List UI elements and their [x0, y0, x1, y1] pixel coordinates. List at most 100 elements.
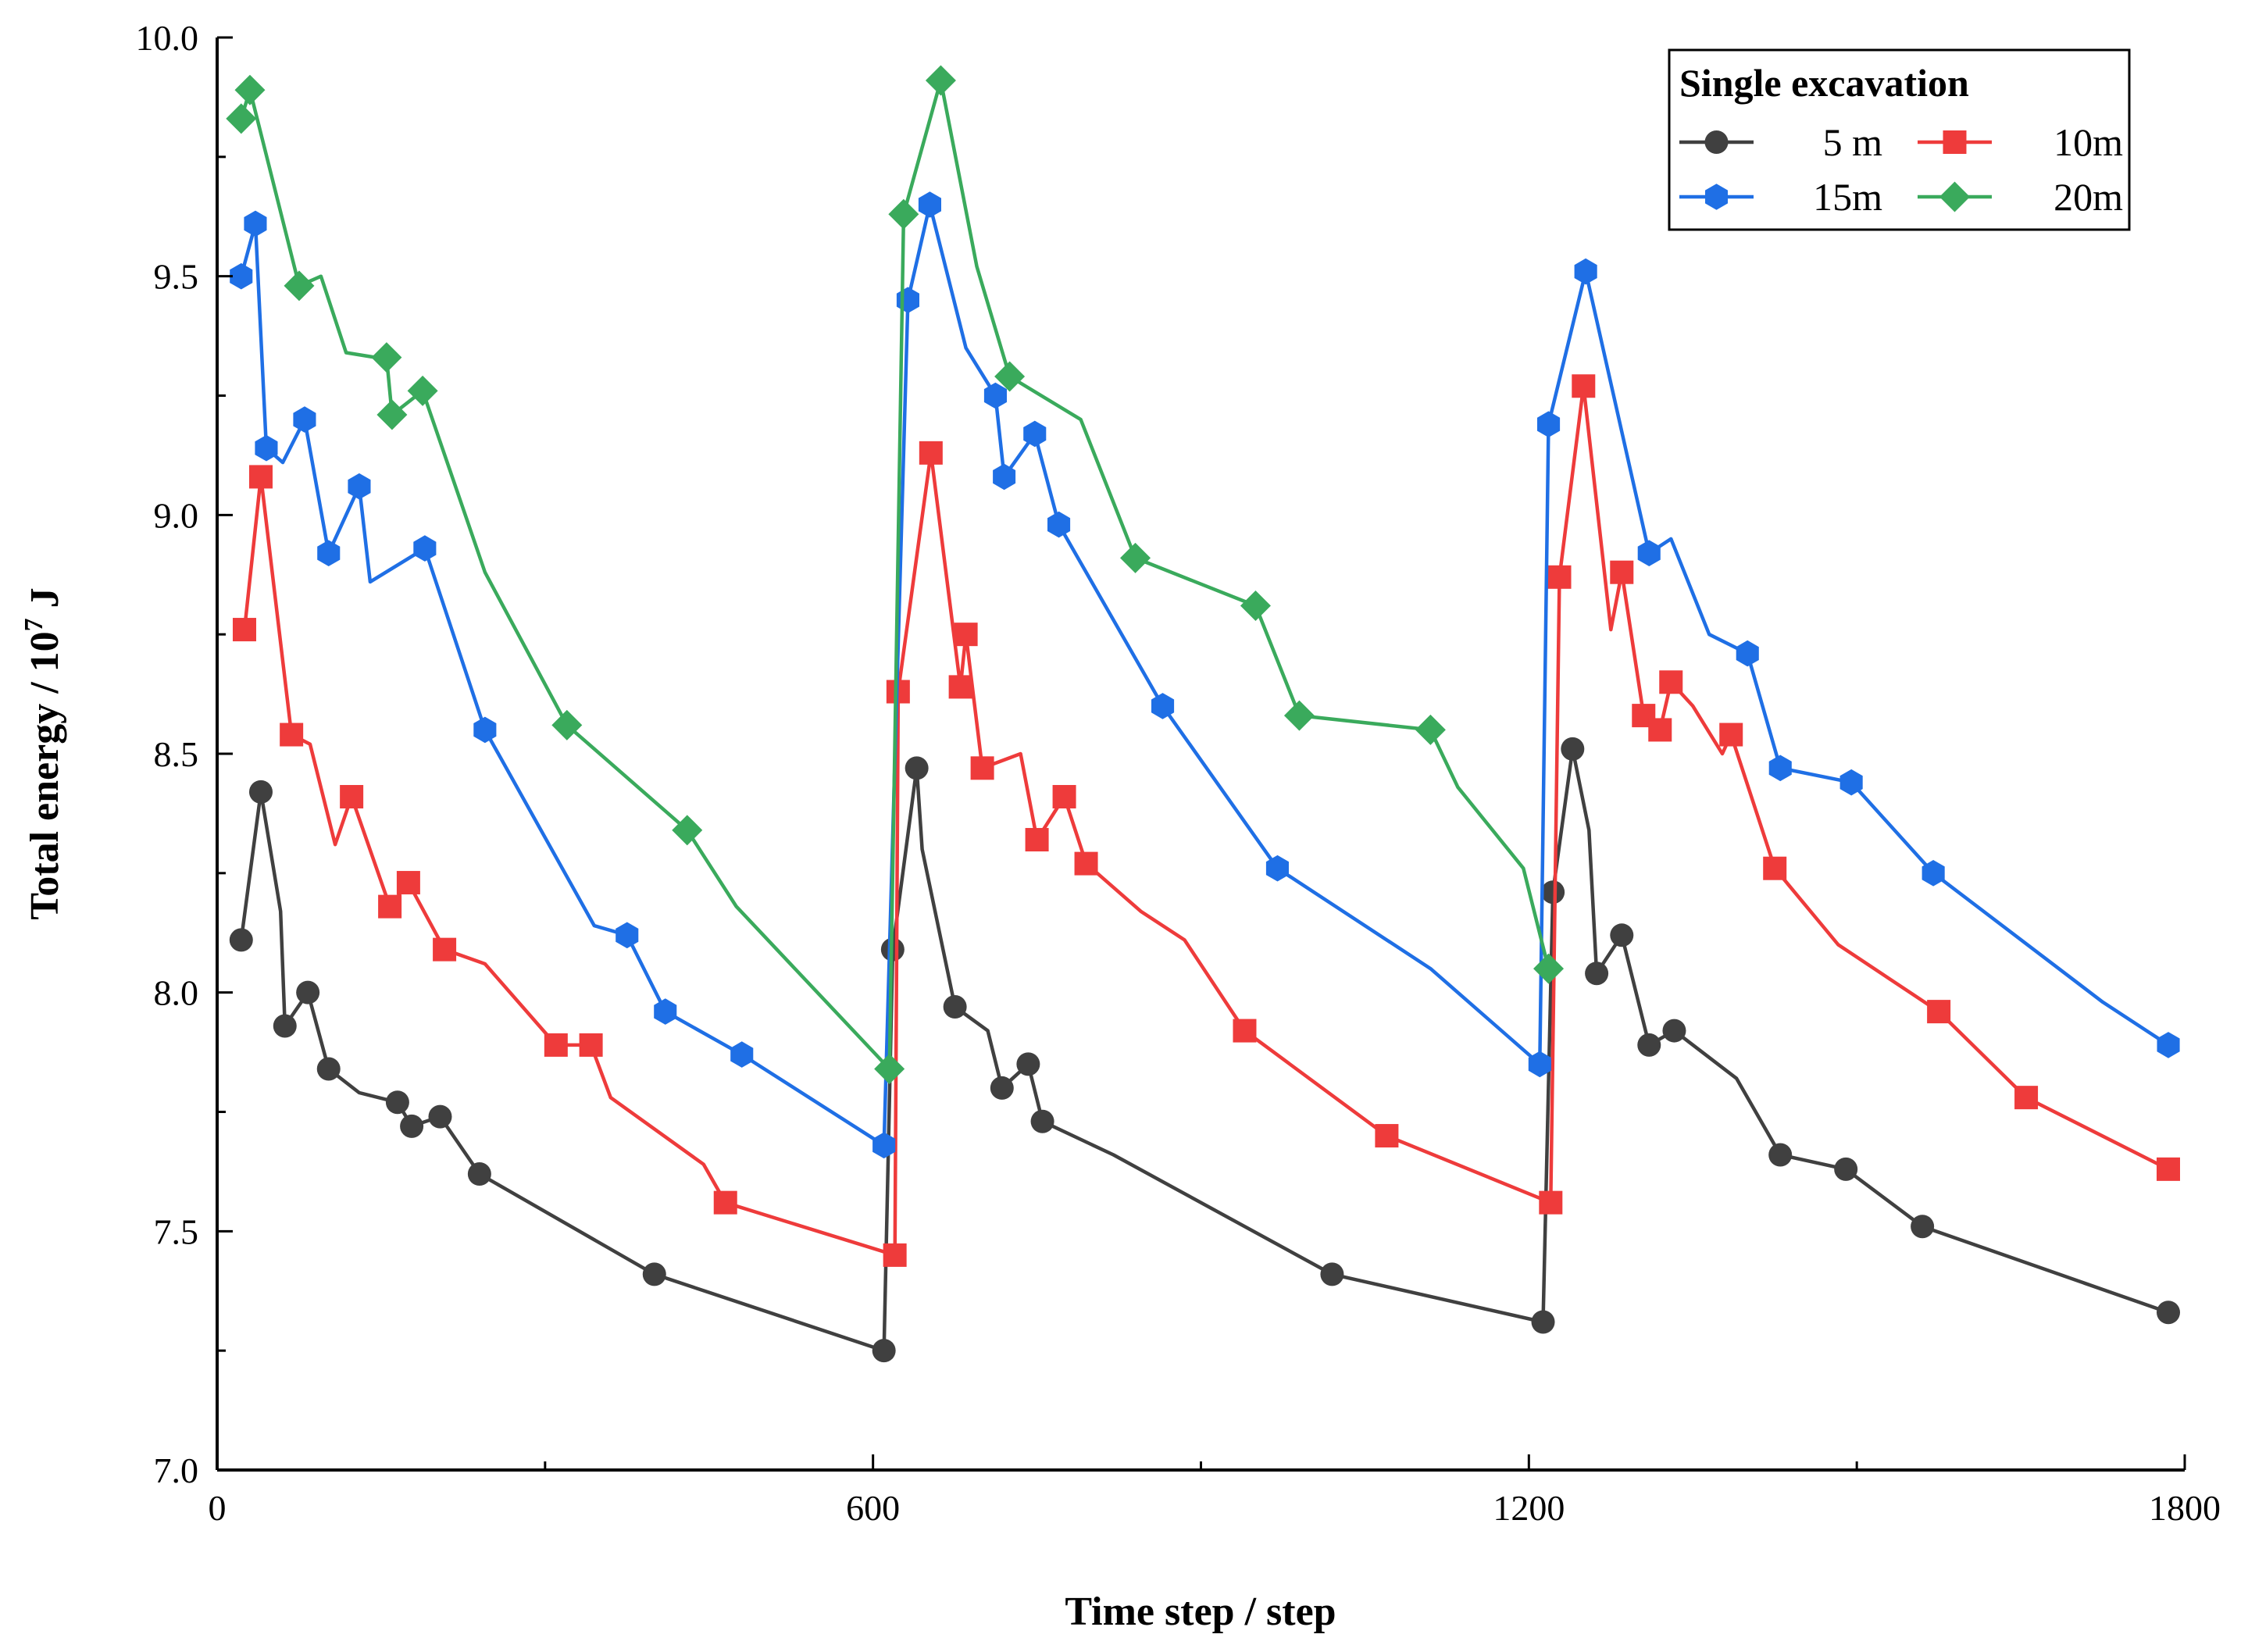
y-axis-title-main: Total energy / 10 — [23, 631, 67, 919]
data-point — [872, 1132, 896, 1159]
data-point — [994, 361, 1026, 392]
data-point — [883, 1243, 907, 1267]
data-point — [234, 74, 266, 105]
data-point — [1561, 737, 1585, 761]
data-point — [672, 815, 703, 846]
legend-label: 20m — [2054, 175, 2123, 219]
data-point — [1320, 1262, 1344, 1286]
legend-marker — [1943, 130, 1967, 154]
data-point — [1531, 1310, 1555, 1334]
data-point — [1151, 693, 1175, 719]
data-point — [551, 709, 583, 740]
data-point — [1023, 420, 1047, 448]
data-point — [1839, 769, 1863, 796]
data-point — [296, 980, 320, 1004]
data-point — [280, 723, 304, 747]
data-point — [1533, 953, 1565, 984]
data-point — [396, 871, 420, 895]
data-point — [896, 287, 919, 313]
data-point — [1120, 542, 1151, 573]
data-point — [1763, 856, 1787, 880]
series-10m — [232, 374, 2181, 1267]
data-point — [317, 540, 341, 566]
legend-marker — [1939, 181, 1970, 212]
data-point — [244, 210, 267, 237]
data-point — [1927, 1000, 1951, 1024]
data-point — [1637, 540, 1661, 566]
legend-label: 10m — [2054, 120, 2123, 164]
data-point — [473, 716, 497, 744]
data-point — [918, 191, 941, 218]
data-point — [1834, 1157, 1858, 1181]
data-point — [730, 1041, 754, 1068]
data-point — [378, 894, 402, 919]
data-point — [230, 262, 253, 290]
series-layer — [226, 65, 2181, 1363]
data-point — [1648, 718, 1672, 742]
data-point — [919, 441, 943, 465]
data-point — [642, 1262, 666, 1286]
data-point — [1922, 860, 1945, 887]
legend-entry: 5 m — [1679, 120, 1882, 164]
legend-marker — [1704, 130, 1729, 154]
data-point — [340, 785, 364, 809]
data-point — [1719, 723, 1743, 747]
data-point — [579, 1033, 603, 1057]
data-point — [1610, 923, 1634, 947]
series-line — [239, 202, 2170, 1147]
data-point — [1074, 851, 1098, 876]
data-point — [983, 382, 1007, 409]
data-point — [1415, 714, 1446, 745]
data-point — [385, 1090, 409, 1115]
y-tick-label: 7.5 — [154, 1211, 199, 1251]
data-point — [400, 1114, 424, 1138]
data-point — [872, 1339, 896, 1363]
y-tick-label: 8.0 — [154, 973, 199, 1013]
data-point — [284, 270, 315, 301]
data-point — [1610, 560, 1634, 584]
legend: Single excavation 5 m 10m 15m 20m — [1668, 48, 2131, 231]
data-point — [1659, 670, 1683, 694]
data-point — [229, 928, 253, 952]
data-point — [925, 65, 956, 96]
y-ticks: 7.0 7.5 8.0 8.5 9.0 9.5 10.0 — [136, 18, 233, 1490]
x-tick-label: 1200 — [1493, 1488, 1565, 1528]
data-point — [293, 406, 316, 433]
data-point — [1265, 855, 1289, 882]
y-tick-label: 8.5 — [154, 734, 199, 774]
data-point — [428, 1104, 452, 1129]
y-axis-title: Total energy / 107 J — [20, 587, 67, 919]
data-point — [248, 780, 273, 804]
legend-title: Single excavation — [1679, 61, 1969, 105]
data-point — [1736, 640, 1759, 667]
data-point — [905, 756, 929, 780]
data-point — [1537, 411, 1561, 437]
data-point — [1016, 1052, 1040, 1076]
data-point — [1637, 1033, 1661, 1057]
data-point — [948, 675, 972, 699]
y-axis-title-exp: 7 — [20, 618, 48, 631]
data-point — [2157, 1301, 2181, 1325]
data-point — [1025, 828, 1049, 852]
data-point — [1547, 565, 1572, 589]
data-point — [2014, 1086, 2039, 1110]
data-point — [954, 623, 978, 647]
data-point — [255, 434, 278, 462]
data-point — [943, 995, 967, 1019]
series-20m — [226, 65, 1565, 1084]
data-point — [2157, 1032, 2180, 1058]
y-tick-label: 9.0 — [154, 495, 199, 535]
data-point — [1541, 880, 1565, 904]
legend-marker — [1705, 184, 1728, 210]
legend-entries: 5 m 10m 15m 20m — [1679, 120, 2123, 219]
y-tick-label: 7.0 — [154, 1450, 199, 1490]
legend-box — [1668, 48, 2131, 231]
data-point — [371, 342, 402, 373]
data-point — [226, 103, 257, 134]
data-point — [1574, 258, 1597, 285]
y-tick-label: 9.5 — [154, 257, 199, 297]
data-point — [1768, 1143, 1793, 1167]
data-point — [1585, 962, 1609, 986]
data-point — [1662, 1019, 1686, 1043]
